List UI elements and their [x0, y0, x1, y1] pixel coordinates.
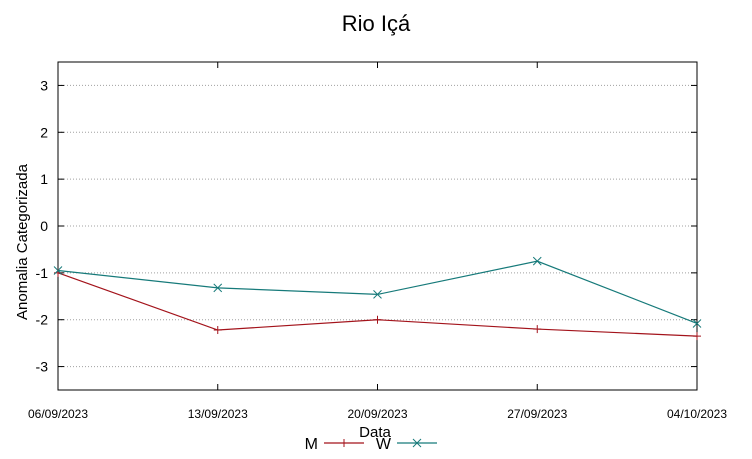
data-point — [532, 256, 542, 266]
grid-lines — [58, 84, 697, 368]
legend-label-W: W — [376, 436, 392, 453]
x-tick-label: 27/09/2023 — [507, 407, 567, 421]
y-tick-label: -3 — [36, 359, 49, 375]
data-point — [373, 315, 382, 324]
data-point — [412, 438, 422, 448]
data-point — [373, 290, 382, 299]
data-point — [692, 319, 702, 328]
series-line-M — [57, 272, 698, 337]
x-axis-label: Data — [359, 424, 391, 441]
plot-frame — [57, 61, 698, 391]
data-point — [53, 266, 63, 275]
legend-label-M: M — [305, 436, 318, 453]
x-tick-label: 06/09/2023 — [28, 407, 88, 421]
y-tick-label: 2 — [40, 124, 48, 140]
x-tick-label: 04/10/2023 — [667, 407, 727, 421]
series-group — [53, 256, 702, 341]
y-axis-ticks: 3 2 1 0 -1 -2 -3 — [36, 77, 697, 375]
data-point — [213, 283, 223, 293]
x-tick-label: 13/09/2023 — [188, 407, 248, 421]
y-tick-label: 0 — [40, 218, 48, 234]
y-tick-label: 3 — [40, 77, 48, 93]
data-point — [340, 439, 348, 447]
y-tick-label: 1 — [40, 171, 48, 187]
y-tick-label: -1 — [36, 265, 49, 281]
data-point — [213, 326, 222, 335]
series-line-W — [57, 260, 698, 325]
x-axis-ticks: 06/09/2023 13/09/2023 20/09/2023 27/09/2023… — [28, 62, 727, 421]
y-tick-label: -2 — [36, 312, 49, 328]
data-point — [693, 332, 701, 341]
chart-title: Rio Içá — [342, 11, 411, 36]
y-axis-label: Anomalia Categorizada — [14, 163, 31, 320]
x-tick-label: 20/09/2023 — [347, 407, 407, 421]
data-point — [533, 325, 542, 334]
